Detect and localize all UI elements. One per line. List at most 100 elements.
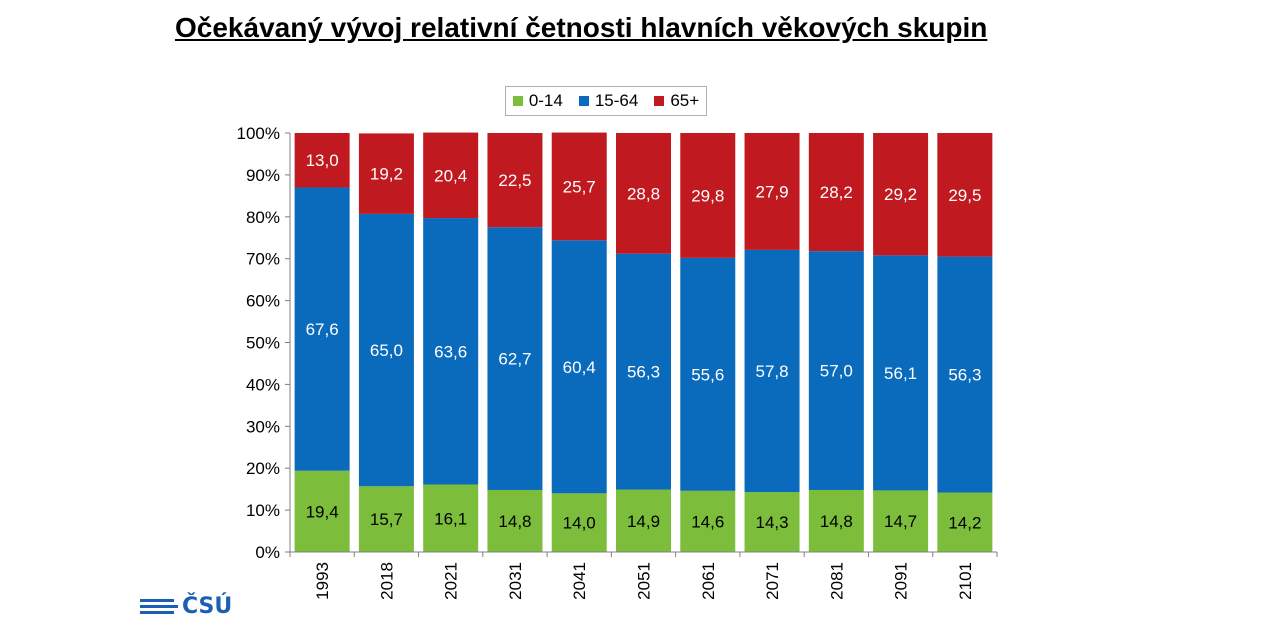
bar-65-plus-2051	[616, 133, 671, 254]
bar-65-plus-2091	[873, 133, 929, 256]
bar-65-plus-2071	[744, 133, 800, 250]
bar-15-64-2081	[808, 251, 864, 490]
data-label-65-plus-2041: 25,7	[563, 177, 596, 196]
bar-0-14-2101	[937, 492, 993, 552]
bar-15-64-2071	[744, 249, 800, 493]
data-label-65-plus-2071: 27,9	[755, 182, 788, 201]
legend-label-15-64: 15-64	[594, 91, 639, 110]
x-tick-label-2051: 2051	[635, 562, 654, 600]
y-tick-label-1: 10%	[246, 501, 280, 520]
csu-logo: ČSÚ	[140, 592, 232, 620]
bar-0-14-2071	[744, 492, 800, 552]
bar-15-64-2021	[423, 218, 479, 485]
x-tick-label-2041: 2041	[570, 562, 589, 600]
bar-0-14-2061	[680, 490, 736, 552]
data-label-0-14-2041: 14,0	[563, 514, 596, 533]
x-tick-label-2091: 2091	[892, 562, 911, 600]
x-tick-label-2071: 2071	[763, 562, 782, 600]
y-tick-label-0: 0%	[255, 543, 280, 562]
data-label-65-plus-2081: 28,2	[820, 183, 853, 202]
data-label-65-plus-2021: 20,4	[434, 166, 467, 185]
data-label-65-plus-2018: 19,2	[370, 165, 403, 184]
data-label-0-14-2081: 14,8	[820, 512, 853, 531]
bar-65-plus-2101	[937, 133, 993, 257]
x-tick-label-2021: 2021	[442, 562, 461, 600]
data-label-15-64-2051: 56,3	[627, 363, 660, 382]
x-tick-label-2081: 2081	[827, 562, 846, 600]
x-tick-label-2031: 2031	[506, 562, 525, 600]
legend-item-65-plus: 65+	[654, 91, 699, 111]
bar-65-plus-2041	[551, 132, 607, 241]
bar-0-14-1993	[294, 470, 350, 552]
x-tick-label-1993: 1993	[313, 562, 332, 600]
data-label-15-64-2031: 62,7	[498, 350, 531, 369]
data-label-15-64-2081: 57,0	[820, 362, 853, 381]
y-tick-label-4: 40%	[246, 375, 280, 394]
data-label-0-14-2101: 14,2	[948, 513, 981, 532]
bar-15-64-2101	[937, 256, 993, 493]
data-label-0-14-2031: 14,8	[498, 512, 531, 531]
bar-65-plus-2061	[680, 133, 736, 258]
bar-15-64-2051	[616, 253, 671, 490]
bar-65-plus-2018	[358, 133, 414, 214]
legend-swatch-15-64	[578, 96, 589, 106]
data-label-65-plus-1993: 13,0	[306, 151, 339, 170]
data-label-15-64-2101: 56,3	[948, 366, 981, 385]
y-tick-label-7: 70%	[246, 250, 280, 269]
data-label-0-14-2091: 14,7	[884, 512, 917, 531]
data-label-65-plus-2101: 29,5	[948, 186, 981, 205]
bar-0-14-2018	[358, 486, 414, 552]
logo-text: ČSÚ	[182, 593, 233, 619]
legend-item-0-14: 0-14	[512, 91, 563, 111]
bar-0-14-2021	[423, 484, 479, 552]
data-label-65-plus-2051: 28,8	[627, 184, 660, 203]
y-tick-label-6: 60%	[246, 292, 280, 311]
bar-65-plus-2081	[808, 133, 864, 252]
bar-15-64-2061	[680, 257, 736, 491]
bar-15-64-2091	[873, 255, 929, 491]
x-tick-label-2101: 2101	[956, 562, 975, 600]
legend-item-15-64: 15-64	[578, 91, 639, 111]
data-label-65-plus-2031: 22,5	[498, 171, 531, 190]
bar-0-14-2051	[616, 489, 671, 552]
bar-65-plus-1993	[294, 133, 350, 188]
y-tick-label-3: 30%	[246, 417, 280, 436]
data-label-0-14-2018: 15,7	[370, 510, 403, 529]
bar-15-64-2031	[487, 227, 543, 490]
data-label-15-64-2018: 65,0	[370, 341, 403, 360]
data-label-15-64-2041: 60,4	[563, 358, 596, 377]
bar-0-14-2081	[808, 489, 864, 552]
y-tick-label-5: 50%	[246, 334, 280, 353]
x-tick-label-2061: 2061	[699, 562, 718, 600]
data-label-0-14-2071: 14,3	[755, 513, 788, 532]
y-tick-label-2: 20%	[246, 459, 280, 478]
bar-15-64-2018	[358, 213, 414, 487]
data-label-15-64-2021: 63,6	[434, 342, 467, 361]
legend-swatch-0-14	[512, 96, 523, 106]
bar-65-plus-2031	[487, 133, 543, 228]
chart-legend: 0-14 15-64 65+	[505, 86, 707, 116]
data-label-15-64-1993: 67,6	[306, 320, 339, 339]
bar-15-64-1993	[294, 187, 350, 471]
legend-swatch-65-plus	[654, 96, 665, 106]
data-label-0-14-2021: 16,1	[434, 509, 467, 528]
data-label-0-14-1993: 19,4	[306, 502, 339, 521]
x-tick-label-2018: 2018	[377, 562, 396, 600]
data-label-15-64-2061: 55,6	[691, 365, 724, 384]
bar-0-14-2031	[487, 489, 543, 552]
legend-label-0-14: 0-14	[528, 91, 563, 110]
bar-65-plus-2021	[423, 132, 479, 219]
data-label-65-plus-2061: 29,8	[691, 186, 724, 205]
bar-0-14-2041	[551, 493, 607, 552]
y-tick-label-9: 90%	[246, 166, 280, 185]
logo-lines-icon	[140, 598, 178, 614]
y-tick-label-10: 100%	[237, 124, 280, 143]
data-label-65-plus-2091: 29,2	[884, 185, 917, 204]
legend-label-65-plus: 65+	[670, 91, 700, 110]
bar-15-64-2041	[551, 240, 607, 494]
data-label-0-14-2061: 14,6	[691, 512, 724, 531]
bar-0-14-2091	[873, 490, 929, 552]
data-label-0-14-2051: 14,9	[627, 512, 660, 531]
data-label-15-64-2071: 57,8	[755, 362, 788, 381]
